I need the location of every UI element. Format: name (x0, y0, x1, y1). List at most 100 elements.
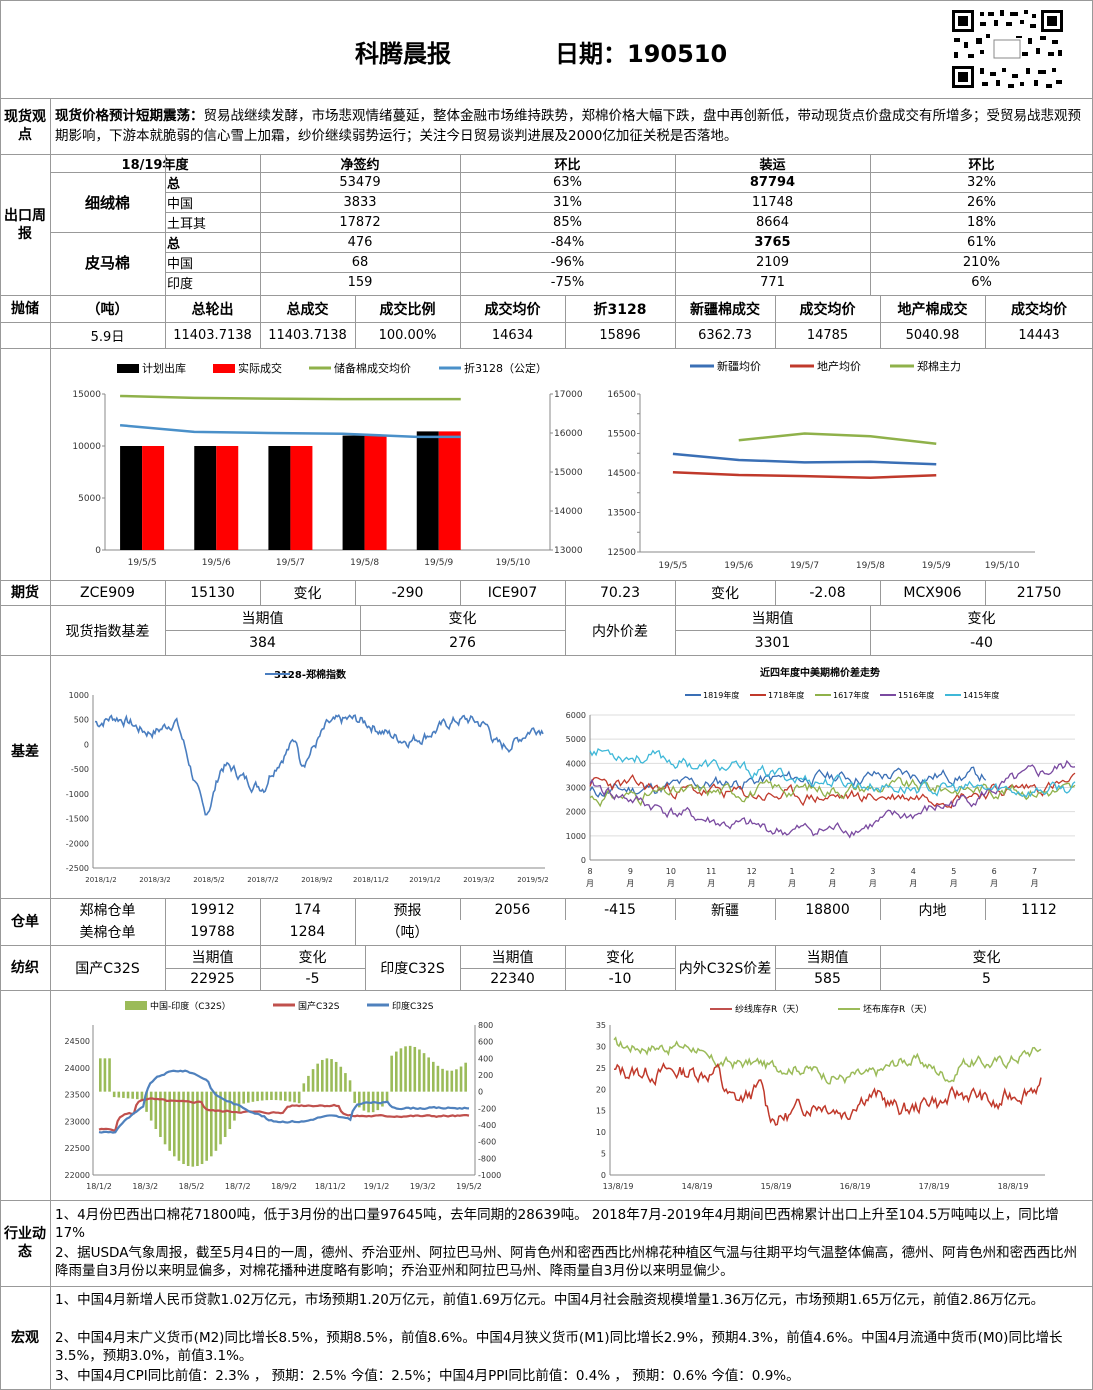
basis-chart: 3128-郑棉指数 1000 500 0 -500 -1000 -1500 -2000 -250… (66, 668, 549, 884)
bar-spread (233, 1091, 236, 1121)
industry-item-2: 2、据USDA气象周报，截至5月4日的一周，德州、乔治亚州、阿拉巴马州、阿肯色州… (55, 1245, 1078, 1279)
report-title: 科腾晨报 (355, 40, 451, 68)
export-row-label: 土耳其 (167, 216, 207, 232)
y-tick-label: 22500 (65, 1144, 90, 1153)
basis-chg-value: 276 (449, 635, 476, 651)
auction-value-cell: 15896 (599, 328, 641, 343)
x-tick-label: 2018/7/2 (247, 876, 278, 884)
legend-label: 折3128（公定） (464, 361, 547, 375)
bar-spread (311, 1069, 315, 1092)
x-tick-label: 18/7/2 (225, 1182, 251, 1191)
yarn-chart: 中国-印度（C32S） 国产C32S 印度C32S 24500 24000 23500 23… (65, 1000, 502, 1191)
y-tick-label: 1000 (566, 832, 586, 841)
x-tick-label: 19/5/6 (724, 561, 753, 571)
x-tick-label: 10 (666, 867, 676, 876)
futures-cell: 变化 (293, 586, 322, 602)
macro-item-3: 3、中国4月CPI同比前值：2.3% ， 预期：2.5% 今值：2.5%；中国4… (55, 1368, 800, 1384)
auction-header-cell: 成交均价 (799, 302, 856, 318)
section-label-warehouse: 仓单 (11, 913, 39, 930)
export-ship-chg-cell: 6% (971, 274, 992, 290)
bar-spread (432, 1061, 435, 1092)
legend-swatch (125, 1001, 147, 1010)
export-ship-cell: 3765 (754, 234, 791, 250)
y2-tick-label: 600 (478, 1038, 493, 1047)
bar-spread (247, 1091, 250, 1103)
yarn-spread-value: 585 (814, 971, 841, 987)
legend-label: 1516年度 (898, 690, 934, 700)
x-tick-label: 18/1/2 (86, 1182, 112, 1191)
export-header-cell: 装运 (759, 157, 786, 173)
export-ship-cell: 87794 (749, 174, 796, 190)
basis-value: 384 (249, 635, 276, 651)
y-tick-label: 5000 (78, 494, 101, 504)
bar-spread (427, 1057, 430, 1092)
bar-spread (445, 1070, 449, 1092)
x-tick-label: 19/5/8 (856, 561, 885, 571)
bar-spread (362, 1091, 366, 1111)
basis-inout-cur-header: 当期值 (751, 611, 794, 627)
bar-spread (413, 1046, 417, 1092)
y-tick-label: 23500 (65, 1091, 90, 1100)
legend-label: 新疆均价 (717, 359, 761, 373)
export-group-label: 细绒棉 (84, 193, 130, 212)
x-unit-label: 月 (1031, 879, 1039, 888)
auction-value-cell: 5.9日 (90, 330, 125, 345)
y2-tick-label: 800 (478, 1021, 493, 1030)
x-unit-label: 月 (788, 879, 796, 888)
warehouse-cell: 郑棉仓单 (79, 903, 136, 919)
x-tick-label: 16/8/19 (840, 1182, 871, 1191)
y-tick-label: 5 (601, 1150, 606, 1159)
x-unit-label: 月 (990, 879, 998, 888)
y-tick-label: 23000 (65, 1117, 90, 1126)
bar-spread (173, 1091, 176, 1157)
x-tick-label: 2018/11/2 (353, 876, 389, 884)
bar-spread (325, 1058, 329, 1092)
bar-spread (450, 1070, 454, 1092)
x-tick-label: 15/8/19 (761, 1182, 792, 1191)
export-group-label: 皮马棉 (84, 253, 130, 272)
section-label-auction: 抛储 (11, 300, 39, 317)
bar-spread (265, 1091, 269, 1101)
legend-label: 纱线库存R（天） (735, 1003, 804, 1015)
bar-spread (159, 1091, 162, 1137)
y2-tick-label: -1000 (478, 1171, 501, 1180)
chart-title: 近四年度中美期棉价差走势 (760, 666, 880, 679)
bar-spread (182, 1091, 185, 1165)
basis-cur-header: 当期值 (241, 611, 284, 627)
bar-spread (344, 1073, 347, 1092)
x-unit-label: 月 (748, 879, 756, 888)
bar-spread (390, 1055, 393, 1092)
x-tick-label: 14/8/19 (682, 1182, 713, 1191)
warehouse-cell: 19912 (190, 902, 235, 918)
y2-tick-label: 17000 (554, 390, 583, 400)
basis-chg-header: 变化 (448, 611, 477, 627)
basis-inout-chg-header: 变化 (967, 611, 996, 627)
bar-spread (131, 1091, 134, 1099)
x-tick-label: 19/5/6 (202, 558, 231, 568)
x-tick-label: 13/8/19 (603, 1182, 634, 1191)
export-ship-cell: 11748 (751, 194, 794, 210)
y2-tick-label: -200 (478, 1104, 496, 1113)
x-tick-label: 18/8/19 (998, 1182, 1029, 1191)
bar-spread (385, 1091, 389, 1102)
auction-header-cell: 成交比例 (379, 302, 436, 318)
legend-label: 计划出库 (142, 361, 186, 375)
bar-spread (168, 1091, 171, 1151)
yarn-domestic-chg: -5 (305, 971, 320, 987)
series-line (672, 470, 937, 479)
auction-header-cell: 地产棉成交 (897, 302, 968, 318)
x-tick-label: 2019/3/2 (463, 876, 494, 884)
export-row-label: 中国 (167, 196, 194, 212)
x-tick-label: 19/5/2 (456, 1182, 482, 1191)
warehouse-cell: （吨） (386, 925, 429, 941)
auction-header-cell: （吨） (86, 302, 129, 318)
auction-chart: 计划出库 实际成交 储备棉成交均价 折3128（公定） 15000 10000 5000 0 1… (72, 361, 583, 568)
warehouse-cell: 内地 (918, 903, 947, 919)
y-tick-label: 2000 (566, 808, 586, 817)
warehouse-cell: 新疆 (711, 903, 739, 919)
legend-label: 地产均价 (817, 359, 861, 373)
y2-tick-label: -400 (478, 1121, 496, 1130)
bar-spread (441, 1068, 444, 1092)
bar-actual (142, 446, 165, 550)
x-tick-label: 7 (1032, 867, 1037, 876)
